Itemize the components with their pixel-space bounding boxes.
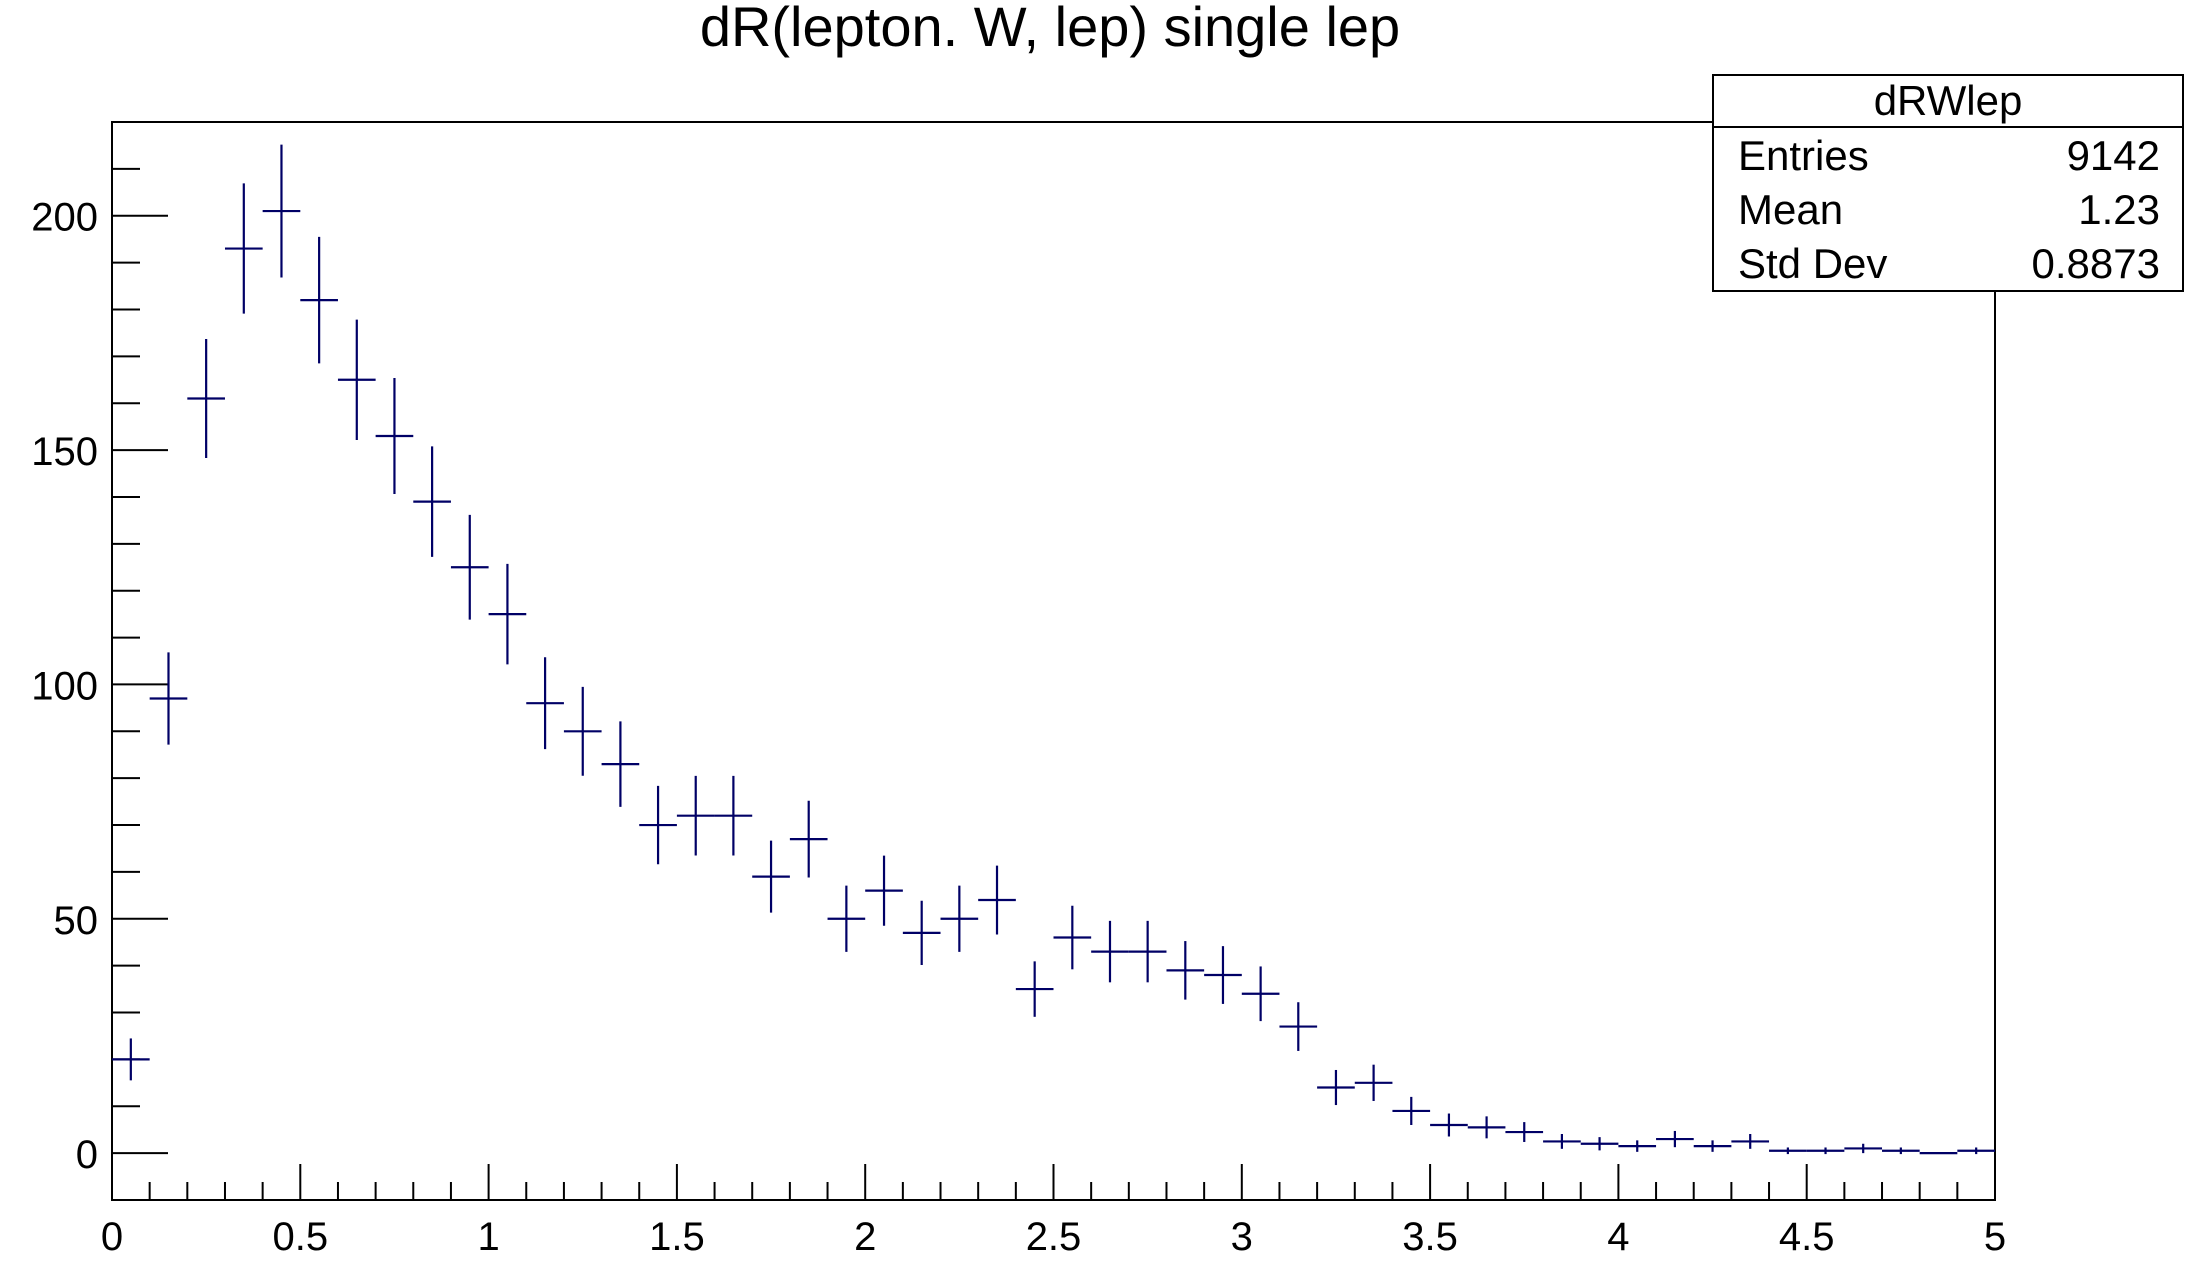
- data-point: [1166, 941, 1205, 1000]
- data-point: [375, 378, 414, 495]
- data-point: [752, 840, 790, 913]
- data-point: [1430, 1113, 1468, 1137]
- stats-mean-value: 1.23: [2078, 186, 2160, 233]
- x-tick-label: 0.5: [272, 1215, 328, 1259]
- data-point: [187, 339, 225, 459]
- data-point: [1580, 1137, 1619, 1151]
- data-point: [300, 236, 338, 364]
- data-point: [676, 775, 715, 856]
- y-axis: 0 50 100 150 200: [31, 121, 168, 1201]
- data-markers: [112, 144, 1995, 1155]
- data-point: [1091, 920, 1129, 983]
- data-point: [639, 785, 677, 865]
- x-tick-label: 4.5: [1779, 1215, 1835, 1259]
- y-tick-label: 50: [54, 899, 99, 943]
- data-point: [978, 865, 1016, 935]
- x-tick-label: 1: [477, 1215, 499, 1259]
- data-point: [1128, 920, 1167, 983]
- chart-title: dR(lepton. W, lep) single lep: [700, 0, 1400, 58]
- data-point: [1317, 1069, 1355, 1106]
- x-tick-label: 5: [1984, 1215, 2006, 1259]
- x-tick-label: 3.5: [1402, 1215, 1458, 1259]
- x-tick-label: 3: [1231, 1215, 1253, 1259]
- data-point: [1204, 946, 1242, 1004]
- stats-entries-label: Entries: [1738, 132, 1869, 179]
- data-point: [1467, 1116, 1506, 1139]
- stats-box: dRWlep Entries 9142 Mean 1.23 Std Dev 0.…: [1712, 74, 2184, 292]
- x-tick-label: 2: [854, 1215, 876, 1259]
- data-point: [1505, 1122, 1544, 1142]
- data-point: [1693, 1140, 1732, 1152]
- data-point: [262, 144, 301, 278]
- data-point: [1769, 1147, 1807, 1155]
- stats-mean-label: Mean: [1738, 186, 1843, 233]
- data-point: [1957, 1147, 1995, 1155]
- data-point: [526, 657, 564, 750]
- data-point: [1279, 1002, 1318, 1051]
- data-point: [1015, 961, 1054, 1017]
- x-tick-label: 2.5: [1026, 1215, 1082, 1259]
- data-point: [1882, 1147, 1920, 1155]
- y-tick-label: 0: [76, 1133, 98, 1177]
- data-point: [1731, 1134, 1770, 1149]
- y-tick-label: 200: [31, 196, 98, 240]
- data-point: [112, 1038, 150, 1081]
- x-tick-label: 0: [101, 1215, 123, 1259]
- data-point: [224, 183, 263, 314]
- data-point: [1844, 1143, 1883, 1154]
- data-point: [337, 319, 376, 440]
- data-point: [1806, 1147, 1845, 1155]
- x-tick-label: 1.5: [649, 1215, 705, 1259]
- data-point: [450, 514, 489, 620]
- stats-stddev-value: 0.8873: [2032, 240, 2160, 287]
- data-point: [1656, 1130, 1694, 1148]
- data-point: [902, 900, 941, 965]
- data-point: [865, 855, 903, 926]
- data-point: [413, 446, 451, 557]
- data-point: [1618, 1140, 1657, 1152]
- data-point: [601, 721, 640, 807]
- stats-stddev-label: Std Dev: [1738, 240, 1887, 287]
- stats-box-title: dRWlep: [1874, 77, 2023, 124]
- x-tick-label: 4: [1607, 1215, 1629, 1259]
- data-point: [1241, 966, 1280, 1022]
- data-point: [940, 885, 979, 952]
- data-point: [1053, 905, 1092, 970]
- stats-box-frame: [1712, 74, 2184, 292]
- data-point: [488, 563, 527, 665]
- data-point: [563, 686, 602, 776]
- data-point: [1354, 1064, 1393, 1101]
- data-point: [1392, 1096, 1431, 1126]
- data-point: [1543, 1134, 1581, 1149]
- data-point: [714, 775, 753, 856]
- x-axis: 0 0.5 1 1.5 2 2.5 3 3.5 4 4.5 5: [101, 1164, 2006, 1259]
- stats-entries-value: 9142: [2067, 132, 2160, 179]
- y-tick-label: 150: [31, 430, 98, 474]
- y-tick-label: 100: [31, 664, 98, 708]
- data-point: [789, 800, 828, 878]
- data-point: [149, 652, 188, 745]
- data-point: [827, 885, 866, 952]
